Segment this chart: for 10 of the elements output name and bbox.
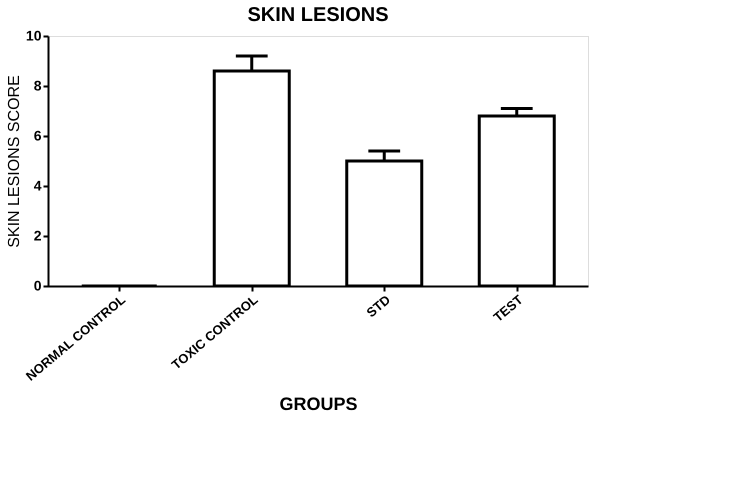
y-tick-label: 2 (34, 228, 42, 244)
y-tick-label: 0 (34, 278, 42, 294)
chart-title: SKIN LESIONS (247, 4, 389, 26)
y-tick-label: 4 (34, 178, 42, 194)
y-tick-label: 6 (34, 128, 42, 144)
y-tick-label: 10 (26, 28, 42, 44)
x-tick-label: STD (364, 292, 394, 320)
y-tick-label: 8 (34, 78, 42, 94)
x-axis-title: GROUPS (279, 394, 358, 414)
y-axis-title: SKIN LESIONS SCORE (6, 75, 23, 248)
